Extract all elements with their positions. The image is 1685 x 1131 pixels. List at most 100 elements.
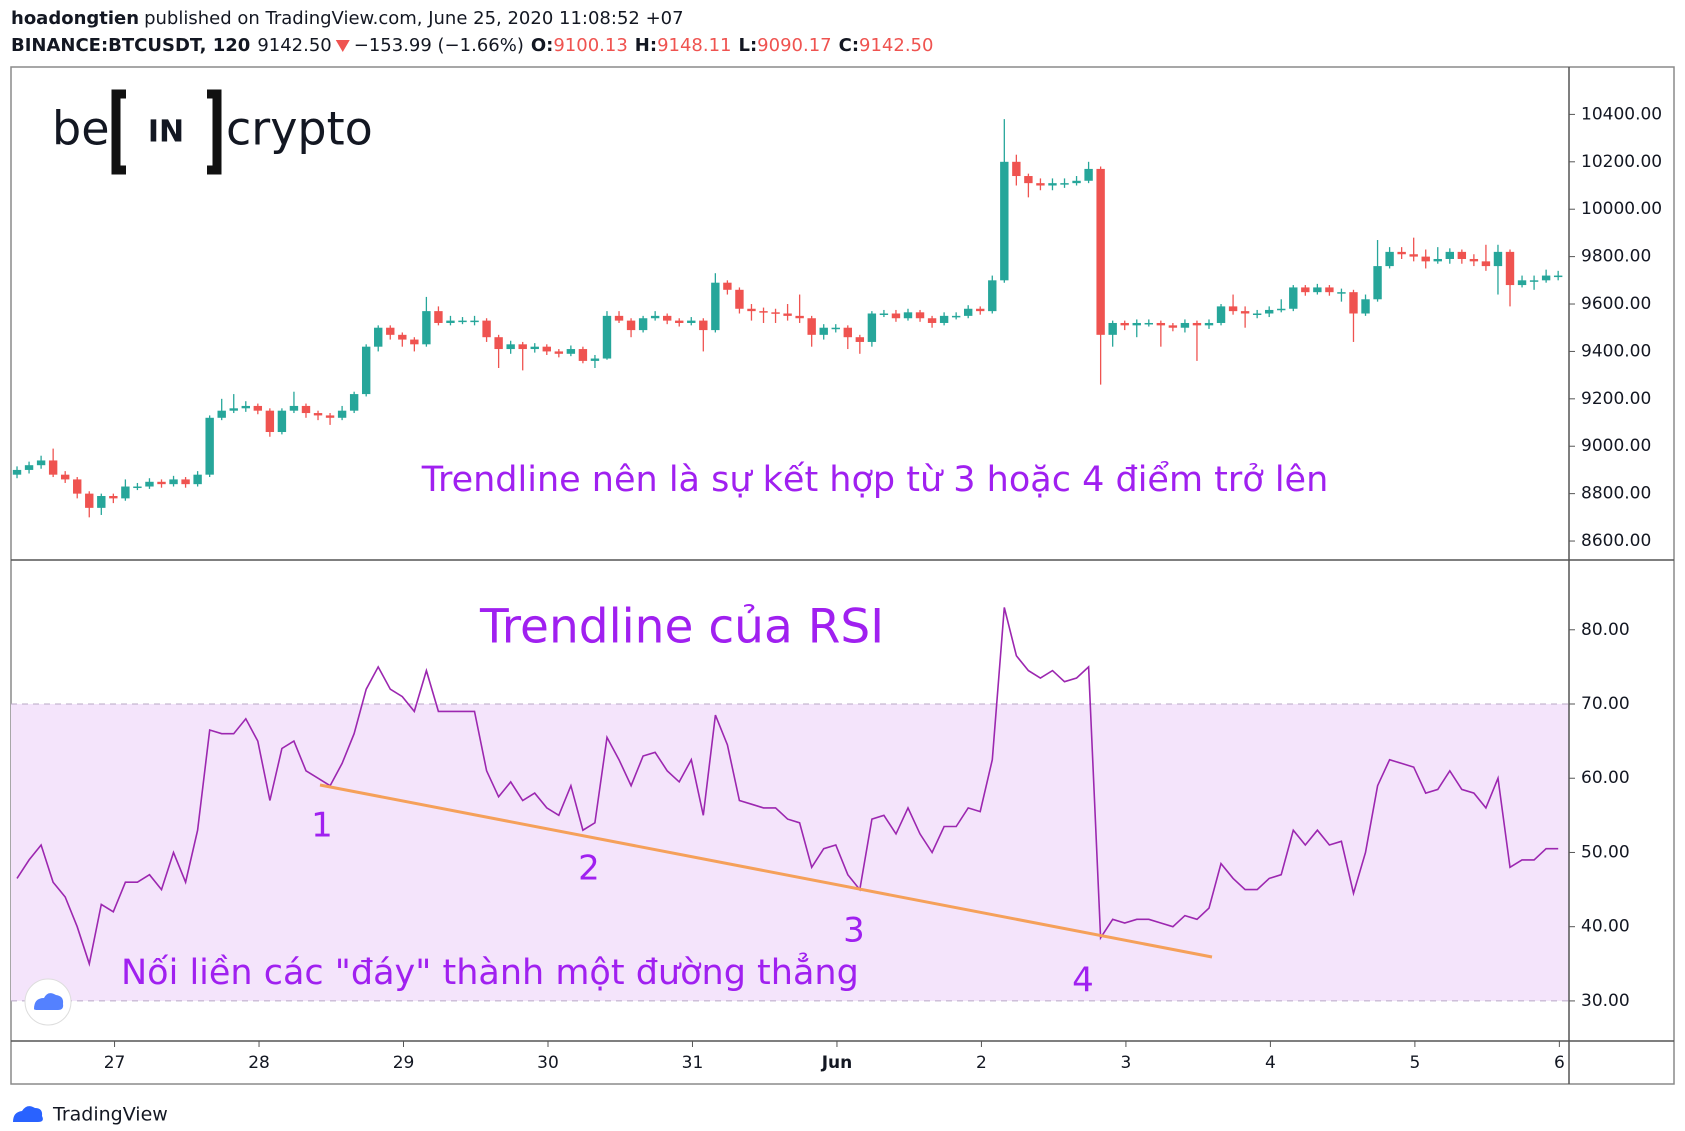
candle-body xyxy=(988,280,997,312)
candle-body xyxy=(843,327,852,338)
candle-body xyxy=(530,346,539,350)
candle-body xyxy=(1481,261,1491,267)
candle-body xyxy=(1048,183,1057,186)
candle-body xyxy=(325,415,335,418)
candle-body xyxy=(1469,258,1479,262)
y-tick-label: 10200.00 xyxy=(1581,152,1662,172)
candle-body xyxy=(181,479,190,485)
y-tick-label: 9600.00 xyxy=(1581,294,1651,314)
x-tick-label: 31 xyxy=(682,1053,704,1073)
logo-brackets xyxy=(111,89,222,175)
ohlc-value: 9148.11 xyxy=(657,35,731,56)
candle-body xyxy=(1373,266,1382,300)
candle-body xyxy=(374,327,383,347)
candle-body xyxy=(1361,299,1370,314)
candle-body xyxy=(638,318,648,331)
candle-body xyxy=(446,320,455,323)
candle-body xyxy=(867,313,877,342)
candle-body xyxy=(1084,168,1093,181)
ohlc-label: H: xyxy=(635,35,657,56)
candle-body xyxy=(1325,287,1334,293)
candle-body xyxy=(747,308,756,312)
candle-body xyxy=(470,320,479,323)
point-label: 2 xyxy=(578,849,600,889)
candle-body xyxy=(518,344,527,350)
logo-text: crypto xyxy=(226,102,373,156)
candle-body xyxy=(458,320,467,323)
candle-body xyxy=(1144,322,1153,325)
candle-body xyxy=(626,320,636,331)
candle-body xyxy=(1168,325,1178,328)
candle-body xyxy=(1313,287,1322,293)
candle-body xyxy=(301,405,311,414)
candle-body xyxy=(313,413,323,416)
candle-body xyxy=(1541,275,1551,281)
annotation: Nối liền các "đáy" thành một đường thẳng xyxy=(121,951,859,993)
candle-body xyxy=(675,320,684,323)
candle-body xyxy=(915,312,925,319)
candle-body xyxy=(723,282,732,290)
candle-body xyxy=(807,318,816,335)
candle-body xyxy=(60,474,70,480)
ohlc-value: 9090.17 xyxy=(757,35,831,56)
candle-body xyxy=(1012,161,1021,177)
candle-body xyxy=(795,315,804,319)
y-tick-label: 9000.00 xyxy=(1581,436,1651,456)
y-tick-label: 9800.00 xyxy=(1581,247,1651,267)
candle-body xyxy=(602,315,612,359)
logo-text: IN xyxy=(148,115,184,150)
candle-body xyxy=(205,417,214,475)
x-tick-label: 6 xyxy=(1554,1053,1565,1073)
last-price: 9142.50 xyxy=(257,35,331,56)
candle-body xyxy=(229,408,238,411)
candle-body xyxy=(1036,183,1045,186)
rsi-line xyxy=(16,607,1559,967)
candle-body xyxy=(241,405,250,409)
y-tick-label: 8600.00 xyxy=(1581,531,1651,551)
point-label: 3 xyxy=(843,911,865,951)
candle-body xyxy=(1240,311,1250,314)
candle-body xyxy=(1517,280,1527,286)
change: −153.99 (−1.66%) xyxy=(354,35,524,56)
candle-body xyxy=(145,481,154,487)
candle-body xyxy=(566,349,576,354)
published: published on TradingView.com, June 25, 2… xyxy=(144,8,683,29)
y-tick-label: 10400.00 xyxy=(1581,104,1662,124)
candle-body xyxy=(711,282,720,331)
candle-body xyxy=(1096,168,1105,335)
down-arrow xyxy=(335,40,350,52)
candle-body xyxy=(482,320,491,338)
candle-body xyxy=(1072,180,1081,184)
candle-body xyxy=(831,327,840,330)
candle-body xyxy=(217,410,226,418)
y-tick-label: 80.00 xyxy=(1581,620,1630,640)
candle-body xyxy=(1553,275,1563,278)
candle-body xyxy=(265,410,275,433)
trendline xyxy=(319,783,1213,959)
candle-body xyxy=(783,313,792,316)
candle-body xyxy=(506,344,515,350)
candle-body xyxy=(1252,313,1262,315)
ohlc-value: 9142.50 xyxy=(859,35,933,56)
candle-body xyxy=(494,337,503,350)
candle-body xyxy=(1264,309,1274,314)
candle-body xyxy=(24,465,34,470)
point-label: 1 xyxy=(311,806,333,846)
x-tick-label: 30 xyxy=(537,1053,559,1073)
rsi-band xyxy=(11,704,1569,1001)
candle-body xyxy=(361,346,371,395)
candle-body xyxy=(157,481,166,485)
y-tick-label: 40.00 xyxy=(1581,917,1630,937)
candle-body xyxy=(1421,256,1430,262)
y-tick-label: 10000.00 xyxy=(1581,199,1662,219)
candle-body xyxy=(903,312,913,319)
candle-body xyxy=(687,320,696,323)
candle-body xyxy=(337,410,347,418)
x-tick-label: 29 xyxy=(393,1053,415,1073)
author: hoadongtien xyxy=(11,8,139,29)
candle-body xyxy=(434,311,443,323)
candle-body xyxy=(1180,322,1190,328)
candle-body xyxy=(169,479,178,485)
annotation: Trendline nên là sự kết hợp từ 3 hoặc 4 … xyxy=(421,459,1329,500)
